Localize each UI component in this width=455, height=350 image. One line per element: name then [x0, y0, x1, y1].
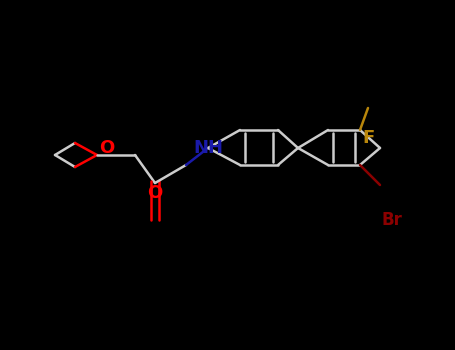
Text: O: O [147, 184, 162, 202]
Text: O: O [99, 139, 115, 157]
Text: F: F [362, 129, 374, 147]
Text: NH: NH [193, 139, 223, 157]
Text: Br: Br [382, 211, 402, 229]
